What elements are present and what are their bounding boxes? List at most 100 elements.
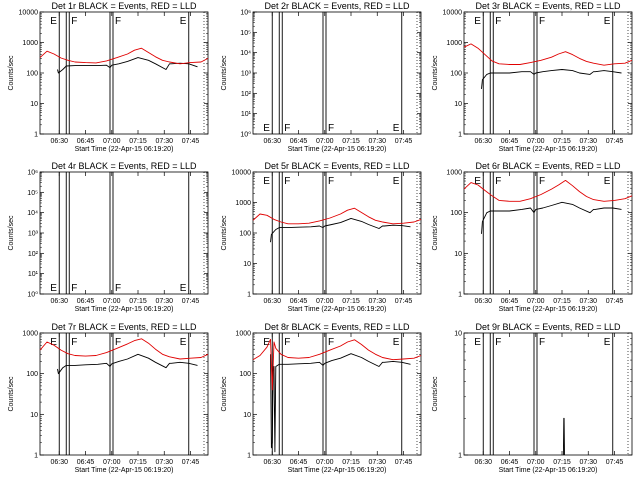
y-axis-label: Counts/sec	[221, 55, 228, 91]
marker-label: E	[474, 337, 481, 348]
x-tick-label: 07:30	[155, 459, 173, 466]
x-tick-label: 07:15	[342, 298, 360, 305]
y-axis-label: Counts/sec	[432, 376, 439, 412]
x-tick-label: 07:00	[103, 459, 121, 466]
x-tick-label: 07:00	[316, 138, 334, 145]
chart-panel-3: Det 3r BLACK = Events, RED = LLD 1 10 100 10…	[432, 1, 633, 153]
x-tick-label: 06:30	[474, 138, 492, 145]
marker-label: E	[474, 16, 481, 27]
y-tick-label: 10000	[443, 10, 463, 17]
x-tick-label: 07:00	[527, 459, 545, 466]
marker-label: F	[115, 337, 121, 348]
marker-label: E	[393, 176, 400, 187]
y-tick-label: 1000	[446, 40, 462, 47]
y-tick-label: 10⁶	[240, 10, 251, 17]
x-tick-label: 07:00	[103, 138, 121, 145]
x-tick-label: 07:15	[129, 298, 147, 305]
x-tick-label: 07:45	[182, 138, 200, 145]
chart-title: Det 5r BLACK = Events, RED = LLD	[264, 161, 410, 171]
series-line-lld	[39, 47, 209, 65]
x-tick-label: 07:00	[316, 298, 334, 305]
y-tick-label: 10	[454, 331, 462, 338]
y-tick-label: 10	[454, 101, 462, 108]
y-tick-label: 1000	[446, 170, 462, 177]
chart-title: Det 4r BLACK = Events, RED = LLD	[51, 161, 197, 171]
x-tick-label: 07:45	[395, 138, 413, 145]
marker-label: F	[115, 16, 121, 27]
y-tick-label: 1	[34, 132, 38, 139]
x-axis-label: Start Time (22-Apr-15 06:19:20)	[288, 467, 387, 474]
x-tick-label: 06:30	[263, 459, 281, 466]
plot-frame	[252, 332, 422, 456]
marker-label: E	[180, 337, 187, 348]
marker-label: F	[71, 16, 77, 27]
x-tick-label: 06:30	[50, 298, 68, 305]
y-tick-label: 100	[26, 71, 38, 78]
y-tick-label: 10	[30, 101, 38, 108]
y-tick-label: 1	[34, 453, 38, 460]
chart-title: Det 3r BLACK = Events, RED = LLD	[475, 1, 621, 11]
x-tick-label: 07:15	[342, 459, 360, 466]
y-tick-label: 100	[239, 371, 251, 378]
x-tick-label: 06:45	[290, 298, 308, 305]
x-axis-label: Start Time (22-Apr-15 06:19:20)	[288, 306, 387, 313]
marker-label: E	[50, 337, 57, 348]
plot-frame	[39, 11, 209, 135]
marker-label: E	[604, 16, 611, 27]
x-axis-label: Start Time (22-Apr-15 06:19:20)	[499, 306, 598, 313]
x-tick-label: 07:45	[182, 459, 200, 466]
x-tick-label: 07:45	[606, 138, 624, 145]
chart-panel-5: Det 5r BLACK = Events, RED = LLD 1 10 100 10…	[221, 161, 422, 313]
x-tick-label: 07:15	[553, 138, 571, 145]
y-axis-label: Counts/sec	[8, 215, 15, 251]
marker-label: F	[284, 337, 290, 348]
x-tick-label: 07:45	[606, 459, 624, 466]
y-tick-label: 10000	[232, 170, 252, 177]
marker-label: E	[263, 176, 270, 187]
x-tick-label: 07:30	[368, 138, 386, 145]
series-line-lld	[39, 338, 209, 360]
x-tick-label: 07:15	[129, 138, 147, 145]
marker-label: E	[50, 283, 57, 294]
x-tick-label: 07:45	[182, 298, 200, 305]
y-tick-label: 1	[247, 453, 251, 460]
x-tick-label: 07:00	[103, 298, 121, 305]
x-tick-label: 06:45	[501, 459, 519, 466]
marker-label: E	[263, 337, 270, 348]
series-line-lld	[463, 43, 633, 66]
series-line-events	[57, 353, 198, 375]
x-tick-label: 07:45	[395, 459, 413, 466]
marker-label: F	[328, 337, 334, 348]
x-tick-label: 07:30	[579, 138, 597, 145]
x-axis-label: Start Time (22-Apr-15 06:19:20)	[75, 306, 174, 313]
marker-label: F	[539, 176, 545, 187]
x-tick-label: 06:45	[501, 298, 519, 305]
chart-panel-1: Det 1r BLACK = Events, RED = LLD 1 10 100 10…	[8, 1, 209, 153]
chart-title: Det 6r BLACK = Events, RED = LLD	[475, 161, 621, 171]
y-tick-label: 100	[26, 371, 38, 378]
y-tick-label: 10	[30, 412, 38, 419]
y-tick-label: 1000	[22, 331, 38, 338]
x-tick-label: 06:45	[77, 138, 95, 145]
marker-label: F	[328, 123, 334, 134]
x-tick-label: 06:30	[50, 459, 68, 466]
x-tick-label: 07:15	[553, 298, 571, 305]
marker-label: F	[284, 123, 290, 134]
series-line-events	[57, 57, 198, 74]
x-tick-label: 06:45	[77, 459, 95, 466]
y-tick-label: 10	[243, 261, 251, 268]
y-tick-label: 1	[247, 292, 251, 299]
x-tick-label: 07:30	[579, 298, 597, 305]
y-tick-label: 1000	[235, 200, 251, 207]
chart-panel-6: Det 6r BLACK = Events, RED = LLD 1 10 100 10…	[432, 161, 633, 313]
x-tick-label: 07:30	[155, 138, 173, 145]
y-tick-label: 10⁰	[240, 131, 251, 139]
y-tick-label: 100	[450, 71, 462, 78]
plot-frame	[252, 11, 422, 135]
plot-frame	[463, 332, 633, 456]
plot-frame	[39, 171, 209, 295]
chart-title: Det 2r BLACK = Events, RED = LLD	[264, 1, 410, 11]
x-tick-label: 06:45	[290, 138, 308, 145]
chart-panel-2: Det 2r BLACK = Events, RED = LLD 10⁰ 10¹ 10…	[221, 1, 422, 153]
series-line-events	[481, 69, 622, 89]
